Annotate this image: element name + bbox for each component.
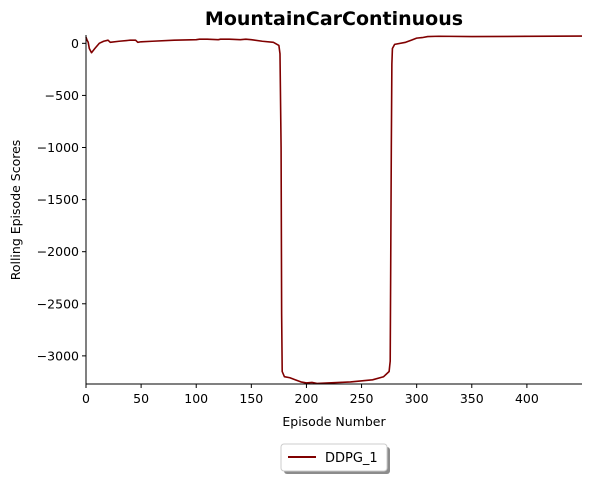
x-axis-label: Episode Number xyxy=(282,414,386,429)
x-tick-label: 0 xyxy=(82,391,90,406)
plot-area xyxy=(85,35,583,385)
legend-box xyxy=(280,443,388,472)
x-tick-label: 150 xyxy=(239,391,263,406)
x-axis-ticks: 0 50 100 150 200 250 300 350 400 xyxy=(82,384,539,406)
x-tick-label: 400 xyxy=(515,391,539,406)
legend-label-ddpg-1: DDPG_1 xyxy=(325,451,378,466)
x-tick-label: 200 xyxy=(295,391,319,406)
x-tick-label: 50 xyxy=(133,391,149,406)
legend: DDPG_1 xyxy=(280,443,390,474)
x-tick-label: 250 xyxy=(350,391,374,406)
y-tick-label: −2000 xyxy=(37,244,79,259)
x-tick-label: 300 xyxy=(405,391,429,406)
y-tick-label: −1000 xyxy=(37,140,79,155)
y-tick-label: −500 xyxy=(45,88,79,103)
chart-title: MountainCarContinuous xyxy=(205,8,463,30)
y-axis-ticks: 0 −500 −1000 −1500 −2000 −2500 −3000 xyxy=(37,36,86,363)
y-tick-label: −3000 xyxy=(37,348,79,363)
y-axis-label: Rolling Episode Scores xyxy=(8,140,23,281)
y-tick-label: 0 xyxy=(71,36,79,51)
x-tick-label: 350 xyxy=(460,391,484,406)
y-tick-label: −2500 xyxy=(37,296,79,311)
series-line-ddpg-1 xyxy=(85,35,583,385)
x-tick-label: 100 xyxy=(184,391,208,406)
y-tick-label: −1500 xyxy=(37,192,79,207)
